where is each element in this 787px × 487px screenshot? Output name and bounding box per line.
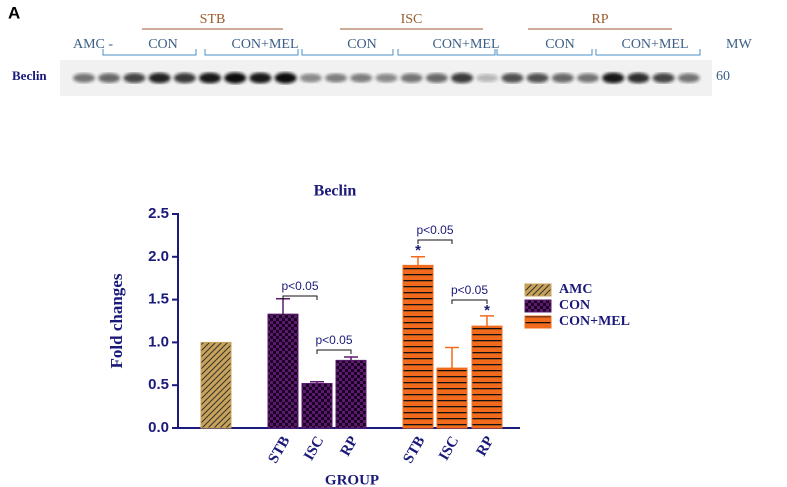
blot-lane-label: AMC - — [73, 37, 113, 52]
blot-lane-label: CON+MEL — [231, 37, 298, 52]
blot-group-label: RP — [591, 12, 608, 27]
blot-band — [224, 72, 247, 84]
blot-lane-label: CON — [347, 37, 377, 52]
significance-star: * — [415, 242, 421, 259]
error-bar — [445, 346, 459, 369]
x-tick-label: RP — [474, 434, 498, 459]
significance-bracket — [451, 299, 488, 304]
blot — [73, 72, 700, 84]
blot-band — [476, 74, 499, 82]
y-tick-label: 2.5 — [148, 205, 169, 222]
blot-group-label: STB — [200, 12, 226, 27]
x-tick-label: STB — [265, 434, 293, 467]
significance-label: p<0.05 — [416, 223, 453, 237]
y-tick-label: 2.0 — [148, 248, 169, 265]
x-axis-label: GROUP — [325, 472, 379, 487]
blot-lane-bracket — [301, 49, 394, 56]
legend-label: CON — [559, 298, 590, 313]
blot-lane-bracket — [595, 49, 701, 56]
blot-band — [73, 73, 95, 83]
blot-lane-bracket — [204, 49, 299, 56]
x-tick-label: ISC — [436, 434, 462, 464]
blot-lane-label: CON+MEL — [621, 37, 688, 52]
blot-band — [526, 73, 549, 83]
bar — [436, 367, 468, 429]
blot-band — [249, 72, 272, 84]
bar — [200, 341, 232, 429]
legend-swatch — [524, 315, 552, 329]
mw-header: MW — [726, 37, 752, 52]
blot-lane-label: CON — [148, 37, 178, 52]
significance-star: * — [484, 302, 490, 319]
legend-swatch — [524, 299, 552, 313]
y-axis-label: Fold changes — [107, 273, 126, 368]
blot-band — [350, 73, 373, 83]
blot-band — [602, 72, 625, 84]
blot-band — [299, 73, 322, 83]
chart-title: Beclin — [314, 183, 357, 200]
blot-band — [400, 73, 423, 83]
blot-band — [199, 72, 221, 84]
blot-band — [627, 72, 650, 84]
blot-band — [551, 73, 574, 83]
blot-band — [577, 73, 599, 83]
blot-band — [325, 73, 347, 83]
blot-band — [451, 72, 473, 84]
blot-band — [652, 73, 675, 83]
bar — [301, 382, 333, 429]
significance-label: p<0.05 — [315, 333, 352, 347]
significance-label: p<0.05 — [281, 279, 318, 293]
significance-bracket — [417, 239, 453, 244]
panel-label: A — [8, 3, 20, 22]
blot-lane-bracket — [496, 49, 593, 56]
blot-band — [123, 73, 146, 83]
bar — [402, 264, 434, 429]
y-tick-label: 1.0 — [148, 333, 169, 350]
blot-band — [173, 72, 196, 84]
x-tick-label: ISC — [301, 434, 327, 464]
blot-lane-label: CON — [545, 37, 575, 52]
blot-band — [501, 73, 524, 83]
significance-label: p<0.05 — [451, 283, 488, 297]
blot-band — [375, 73, 398, 83]
y-tick-label: 0.0 — [148, 419, 169, 436]
blot-band — [98, 73, 121, 83]
blot-band — [148, 72, 171, 84]
bar — [267, 313, 299, 429]
error-bar — [276, 297, 290, 315]
blot-group-label: ISC — [401, 12, 423, 27]
blot-lane-label: CON+MEL — [432, 37, 499, 52]
mw-value: 60 — [716, 69, 730, 84]
blot-lane-bracket — [102, 49, 197, 56]
significance-bracket — [316, 349, 352, 354]
blot-lane-bracket — [397, 49, 496, 56]
bar — [335, 359, 367, 429]
error-bar — [344, 356, 358, 361]
y-tick-label: 0.5 — [148, 376, 169, 393]
legend-label: CON+MEL — [559, 314, 630, 329]
blot-band — [677, 73, 700, 83]
bar — [471, 325, 503, 429]
error-bar — [411, 256, 425, 266]
significance-bracket — [282, 295, 318, 300]
blot-protein: Beclin — [12, 68, 47, 83]
legend-label: AMC — [559, 282, 592, 297]
y-tick-label: 1.5 — [148, 291, 169, 308]
x-tick-label: RP — [338, 434, 362, 459]
blot-band — [425, 73, 448, 83]
legend-swatch — [524, 283, 552, 297]
x-tick-label: STB — [400, 434, 428, 467]
error-bar — [480, 315, 494, 327]
blot-band — [274, 72, 297, 84]
